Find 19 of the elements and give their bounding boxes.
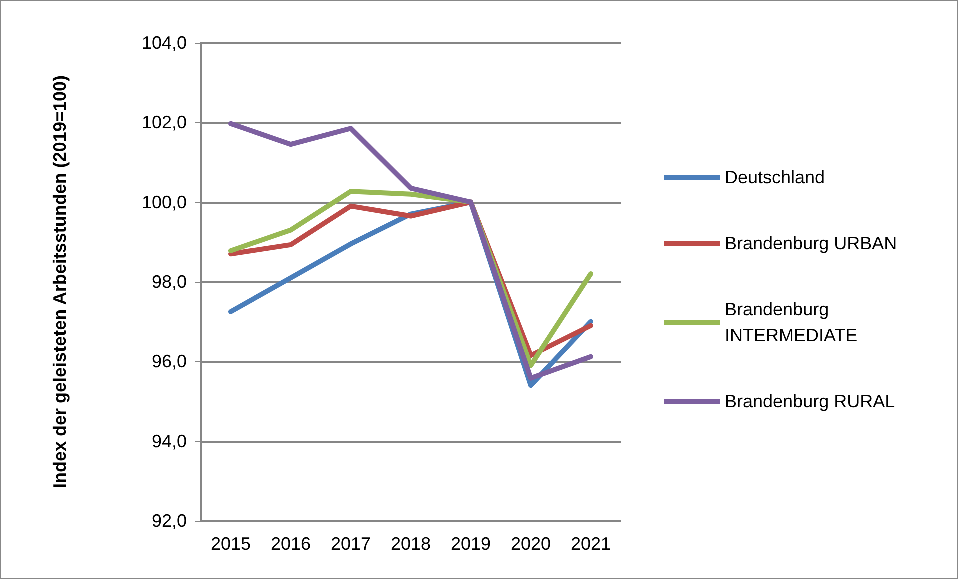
legend-label: Deutschland <box>725 168 826 188</box>
y-tick-label: 92,0 <box>152 511 187 531</box>
y-tick-label: 104,0 <box>142 33 187 53</box>
y-tick-label: 98,0 <box>152 272 187 292</box>
x-tick-label: 2020 <box>510 534 552 554</box>
x-tick-label: 2015 <box>210 534 252 554</box>
y-tick-label: 96,0 <box>152 352 187 372</box>
y-tick-label: 102,0 <box>142 112 187 133</box>
legend-label: Brandenburg URBAN <box>725 234 898 254</box>
x-tick-label: 2017 <box>330 534 372 554</box>
y-tick-label: 100,0 <box>142 192 187 212</box>
x-tick-label: 2018 <box>390 534 432 554</box>
y-axis-title: Index der geleisteten Arbeitsstunden (2019=100) <box>50 76 70 488</box>
x-tick-label: 2019 <box>450 534 492 554</box>
x-tick-label: 2016 <box>270 534 312 554</box>
x-tick-label: 2021 <box>570 534 612 554</box>
legend-label: Brandenburg INTERMEDIATE <box>725 300 858 346</box>
y-tick-label: 94,0 <box>152 431 187 452</box>
legend-label: Brandenburg RURAL <box>725 392 896 412</box>
